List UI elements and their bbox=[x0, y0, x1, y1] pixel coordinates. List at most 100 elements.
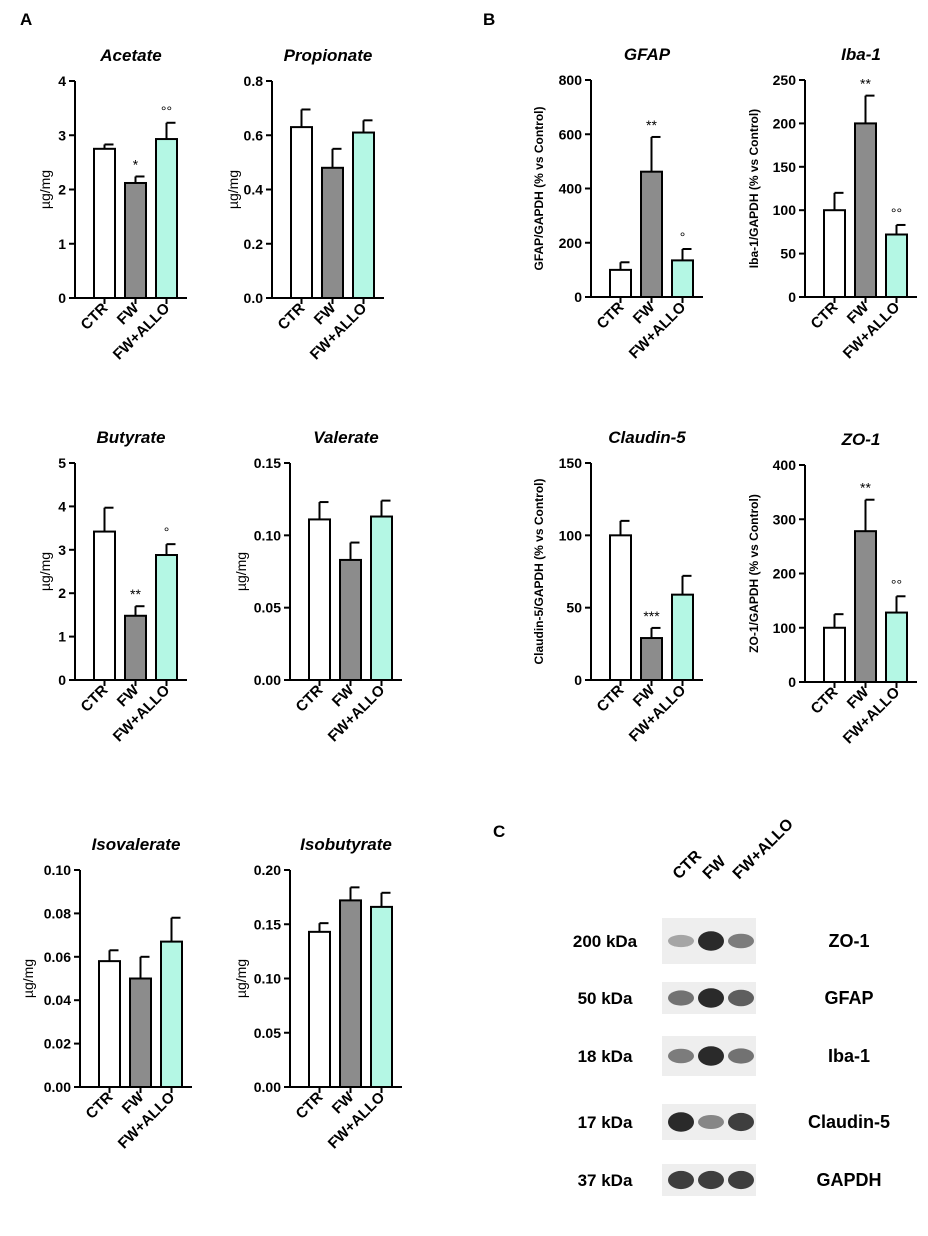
y-tick-label: 0.10 bbox=[254, 971, 281, 987]
chart-title: Valerate bbox=[313, 428, 379, 447]
y-tick-label: 0.05 bbox=[254, 600, 281, 616]
x-tick-label: CTR bbox=[78, 300, 112, 334]
bar-fw bbox=[124, 181, 147, 300]
blot-band bbox=[668, 990, 694, 1006]
molecular-weight-label: 17 kDa bbox=[578, 1113, 633, 1132]
y-tick-label: 100 bbox=[773, 202, 797, 218]
molecular-weight-label: 18 kDa bbox=[578, 1047, 633, 1066]
x-tick-label: FW+ALLO bbox=[115, 1089, 179, 1153]
x-tick-label: FW+ALLO bbox=[325, 1089, 389, 1153]
y-tick-label: 0.15 bbox=[254, 916, 281, 932]
chart-title: Butyrate bbox=[97, 428, 166, 447]
y-tick-label: 300 bbox=[773, 511, 797, 527]
y-tick-label: 0.10 bbox=[254, 527, 281, 543]
blot-band bbox=[728, 1170, 754, 1190]
bar-fw bbox=[124, 614, 147, 682]
y-tick-label: 0.4 bbox=[244, 182, 264, 198]
bar-ctr bbox=[98, 960, 121, 1089]
x-tick-label: FW+ALLO bbox=[110, 300, 174, 364]
bar-fw bbox=[339, 899, 362, 1088]
bar-ctr bbox=[308, 518, 331, 681]
lane-label: CTR bbox=[670, 847, 706, 883]
y-tick-label: 0.08 bbox=[44, 905, 71, 921]
significance-mark: °° bbox=[161, 103, 172, 119]
y-tick-label: 100 bbox=[559, 527, 583, 543]
x-tick-label: CTR bbox=[83, 1089, 117, 1123]
bar-ctr bbox=[823, 626, 846, 683]
y-tick-label: 2 bbox=[58, 585, 66, 601]
y-tick-label: 800 bbox=[559, 72, 583, 88]
y-axis-label: µg/mg bbox=[37, 170, 53, 209]
blot-band bbox=[668, 1048, 694, 1064]
y-axis-label: µg/mg bbox=[37, 552, 53, 591]
x-tick-label: CTR bbox=[293, 682, 327, 716]
bar-fw-allo bbox=[352, 131, 375, 299]
y-tick-label: 1 bbox=[58, 236, 66, 252]
bar-ctr bbox=[609, 268, 632, 298]
y-tick-label: 0.8 bbox=[244, 73, 264, 89]
y-axis-label: µg/mg bbox=[233, 552, 249, 591]
x-tick-label: CTR bbox=[275, 300, 309, 334]
bar-fw-allo bbox=[671, 593, 694, 681]
y-axis-label: Iba-1/GAPDH (% vs Control) bbox=[747, 109, 761, 268]
lane-label: FW bbox=[700, 853, 730, 883]
x-tick-label: CTR bbox=[594, 682, 628, 716]
chart-gfap: GFAP GFAP/GAPDH (% vs Control) 0 200 400 600 8… bbox=[532, 45, 703, 362]
y-tick-label: 0.02 bbox=[44, 1036, 71, 1052]
y-tick-label: 3 bbox=[58, 127, 66, 143]
bar-fw-allo bbox=[160, 940, 183, 1088]
x-tick-label: FW+ALLO bbox=[110, 682, 174, 746]
y-tick-label: 0.00 bbox=[254, 672, 281, 688]
x-tick-label: FW+ALLO bbox=[307, 300, 371, 364]
y-tick-label: 4 bbox=[58, 498, 66, 514]
chart-isovalerate: Isovalerate µg/mg 0.00 0.02 0.04 0.06 0.08 0.10… bbox=[20, 835, 192, 1152]
x-tick-label: FW+ALLO bbox=[626, 682, 690, 746]
bar-fw bbox=[640, 637, 663, 682]
blot-band bbox=[698, 988, 724, 1008]
y-tick-label: 3 bbox=[58, 542, 66, 558]
significance-mark: °° bbox=[891, 205, 902, 221]
y-tick-label: 0.05 bbox=[254, 1025, 281, 1041]
panel-label-a: A bbox=[20, 10, 33, 29]
y-tick-label: 0.2 bbox=[244, 236, 264, 252]
blot-band bbox=[728, 989, 754, 1007]
y-tick-label: 4 bbox=[58, 73, 66, 89]
significance-mark: *** bbox=[643, 608, 660, 624]
y-tick-label: 0 bbox=[788, 674, 796, 690]
y-tick-label: 50 bbox=[566, 600, 582, 616]
bar-fw bbox=[321, 166, 344, 299]
y-tick-label: 400 bbox=[559, 181, 583, 197]
chart-zo1: ZO-1 ZO-1/GAPDH (% vs Control) 0 100 200 300 4… bbox=[747, 430, 917, 747]
x-tick-label: CTR bbox=[808, 684, 842, 718]
y-axis-label: ZO-1/GAPDH (% vs Control) bbox=[747, 494, 761, 653]
y-axis-label: GFAP/GAPDH (% vs Control) bbox=[532, 106, 546, 270]
x-tick-label: CTR bbox=[78, 682, 112, 716]
bar-ctr bbox=[93, 530, 116, 682]
y-tick-label: 100 bbox=[773, 620, 797, 636]
blot-band bbox=[668, 1170, 694, 1190]
y-tick-label: 5 bbox=[58, 455, 66, 471]
x-tick-label: CTR bbox=[293, 1089, 327, 1123]
chart-title: Isovalerate bbox=[92, 835, 181, 854]
y-tick-label: 0.00 bbox=[254, 1079, 281, 1095]
protein-label: ZO-1 bbox=[828, 931, 869, 951]
molecular-weight-label: 37 kDa bbox=[578, 1171, 633, 1190]
y-tick-label: 2 bbox=[58, 182, 66, 198]
bar-fw bbox=[339, 558, 362, 682]
significance-mark: ° bbox=[164, 524, 170, 540]
y-tick-label: 0.0 bbox=[244, 290, 264, 306]
panel-label-c: C bbox=[493, 822, 506, 841]
y-tick-label: 0 bbox=[574, 289, 582, 305]
chart-title: Acetate bbox=[99, 46, 161, 65]
chart-title: Propionate bbox=[284, 46, 373, 65]
protein-label: Claudin-5 bbox=[808, 1112, 890, 1132]
y-tick-label: 0 bbox=[58, 290, 66, 306]
bar-fw bbox=[129, 977, 152, 1088]
y-axis-label: µg/mg bbox=[225, 170, 241, 209]
y-tick-label: 0 bbox=[58, 672, 66, 688]
bar-ctr bbox=[308, 930, 331, 1088]
chart-title: ZO-1 bbox=[841, 430, 881, 449]
